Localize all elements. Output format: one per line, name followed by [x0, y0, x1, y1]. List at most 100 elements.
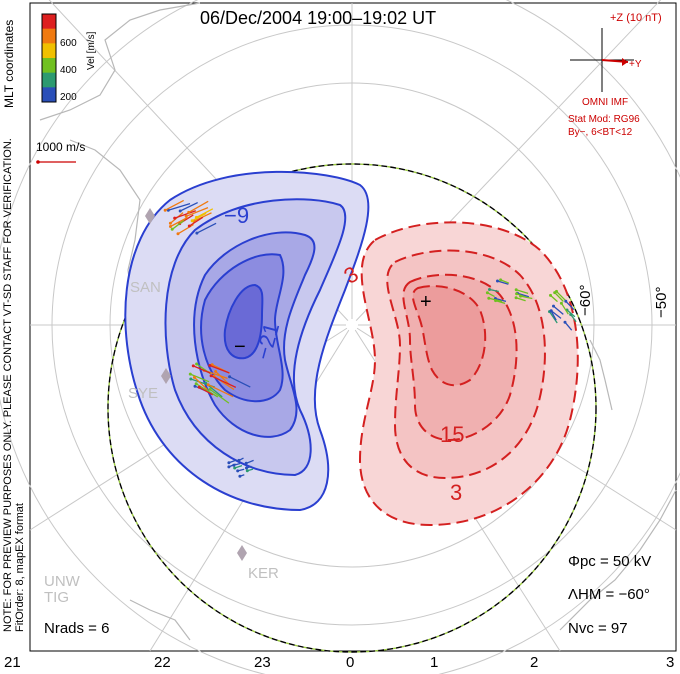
- imf-dial: [570, 28, 634, 92]
- velocity-vector-origin: [514, 296, 518, 300]
- colorbar-swatch: [42, 43, 56, 59]
- velocity-vector-origin: [237, 458, 241, 462]
- coord-label: MLT coordinates: [2, 19, 16, 108]
- colorbar-tick-400: 400: [60, 65, 77, 76]
- stat-model: Stat Mod: RG96: [568, 114, 640, 125]
- velocity-vector: [188, 200, 209, 213]
- velocity-vector-origin: [499, 278, 503, 282]
- colorbar-swatch: [42, 87, 56, 103]
- velocity-vector: [215, 371, 231, 386]
- velocity-vector: [171, 219, 185, 230]
- plot-frame: [29, 2, 677, 652]
- velocity-vector-origin: [195, 362, 199, 366]
- velocity-vector: [229, 376, 251, 388]
- colorbar-swatch: [42, 58, 56, 74]
- velocity-vector: [516, 289, 529, 295]
- velocity-vector-origin: [244, 461, 248, 465]
- velocity-vector-origin: [170, 227, 174, 231]
- velocity-vector: [550, 310, 562, 319]
- colorbar-label: Vel [m/s]: [86, 31, 97, 70]
- mlt-tick-21: 21: [4, 654, 21, 671]
- velocity-vector-origin: [189, 377, 193, 381]
- velocity-vector: [193, 376, 208, 391]
- velocity-vector: [168, 202, 191, 211]
- velocity-vector-origin: [245, 466, 248, 470]
- velocity-vector-origin: [228, 375, 232, 379]
- velocity-vector-origin: [485, 291, 489, 295]
- radar-markers: [145, 208, 247, 561]
- velocity-vector-origin: [169, 225, 172, 228]
- velocity-vector: [193, 365, 211, 374]
- latitude-labels: −60° −50°: [577, 285, 670, 318]
- colorbar-swatch: [42, 72, 56, 88]
- velocity-vector-origin: [197, 385, 201, 389]
- velocity-vector: [170, 216, 188, 228]
- velocity-vector-origin: [549, 293, 552, 297]
- velocity-vector-origin: [168, 221, 172, 225]
- preview-note: NOTE: FOR PREVIEW PURPOSES ONLY. PLEASE …: [2, 138, 14, 632]
- lat-label-50: −50°: [653, 287, 670, 318]
- velocity-vector-origin: [514, 288, 518, 292]
- contour-label-pos-15: 15: [440, 422, 464, 447]
- imf-z-label: +Z (10 nT): [610, 12, 662, 24]
- radar-label-sye: SYE: [128, 385, 158, 402]
- mlt-tick-22: 22: [154, 654, 171, 671]
- map-title: 06/Dec/2004 19:00–19:02 UT: [200, 8, 437, 28]
- radar-marker-sye: [161, 368, 171, 384]
- velocity-vector-origin: [187, 210, 191, 214]
- velocity-vector-origin: [214, 370, 218, 373]
- lat-label-60: −60°: [577, 285, 594, 316]
- velocity-vector: [497, 280, 509, 285]
- velocity-vector-origin: [208, 387, 212, 391]
- stat-n-rads: Nrads = 6: [44, 620, 110, 637]
- pole-marker: [346, 319, 358, 331]
- velocity-vector-origin: [564, 299, 568, 303]
- velocity-vector: [191, 212, 207, 222]
- velocity-vector-origin: [515, 292, 519, 296]
- mlt-tick-2: 2: [530, 654, 539, 671]
- velocity-vector-origin: [227, 465, 231, 469]
- velocity-vector: [560, 302, 569, 315]
- negative-convection-cell: [124, 170, 370, 512]
- colorbar-swatch: [42, 28, 56, 44]
- velocity-vector-origin: [552, 304, 555, 308]
- velocity-vector: [565, 300, 575, 311]
- velocity-vector-origin: [163, 208, 167, 212]
- velocity-vector-origin: [555, 289, 558, 293]
- velocity-vector: [210, 375, 237, 388]
- radar-label-ker: KER: [248, 565, 279, 582]
- velocity-vector-origin: [494, 299, 498, 303]
- velocity-vector: [177, 223, 194, 235]
- velocity-vector: [190, 373, 210, 383]
- velocity-vector-origin: [208, 364, 212, 367]
- stat-model-condition: By−, 6<BT<12: [568, 127, 633, 138]
- velocity-vector: [495, 299, 506, 305]
- velocity-vector: [550, 310, 557, 321]
- velocity-vector: [564, 321, 573, 331]
- hm-boundary: [107, 163, 597, 653]
- velocity-vector-origin: [191, 364, 195, 368]
- velocity-vector-origin: [206, 383, 210, 387]
- colorbar-tick-600: 600: [60, 38, 77, 49]
- velocity-vector-origin: [488, 288, 491, 291]
- velocity-vector-origin: [227, 461, 231, 465]
- mlt-tick-1: 1: [430, 654, 439, 671]
- velocity-vector: [553, 305, 564, 315]
- velocity-colorbar: [41, 13, 57, 103]
- velocity-vector-origin: [233, 466, 237, 470]
- velocity-vector-origin: [194, 382, 198, 386]
- velocity-vector: [196, 208, 214, 218]
- stat-lambda-hm: ΛHM = −60°: [568, 586, 650, 603]
- velocity-vector: [207, 384, 234, 398]
- imf-y-label: +Y: [629, 59, 642, 70]
- velocity-vector: [179, 202, 198, 212]
- velocity-vector: [554, 292, 564, 302]
- velocity-vector-origin: [190, 219, 194, 223]
- colorbar-border: [41, 13, 57, 103]
- imf-source: OMNI IMF: [582, 97, 629, 108]
- velocity-vector-origin: [173, 216, 177, 220]
- velocity-vector-origin: [176, 232, 180, 236]
- velocity-vector-origin: [549, 309, 553, 313]
- velocity-vector: [517, 292, 530, 298]
